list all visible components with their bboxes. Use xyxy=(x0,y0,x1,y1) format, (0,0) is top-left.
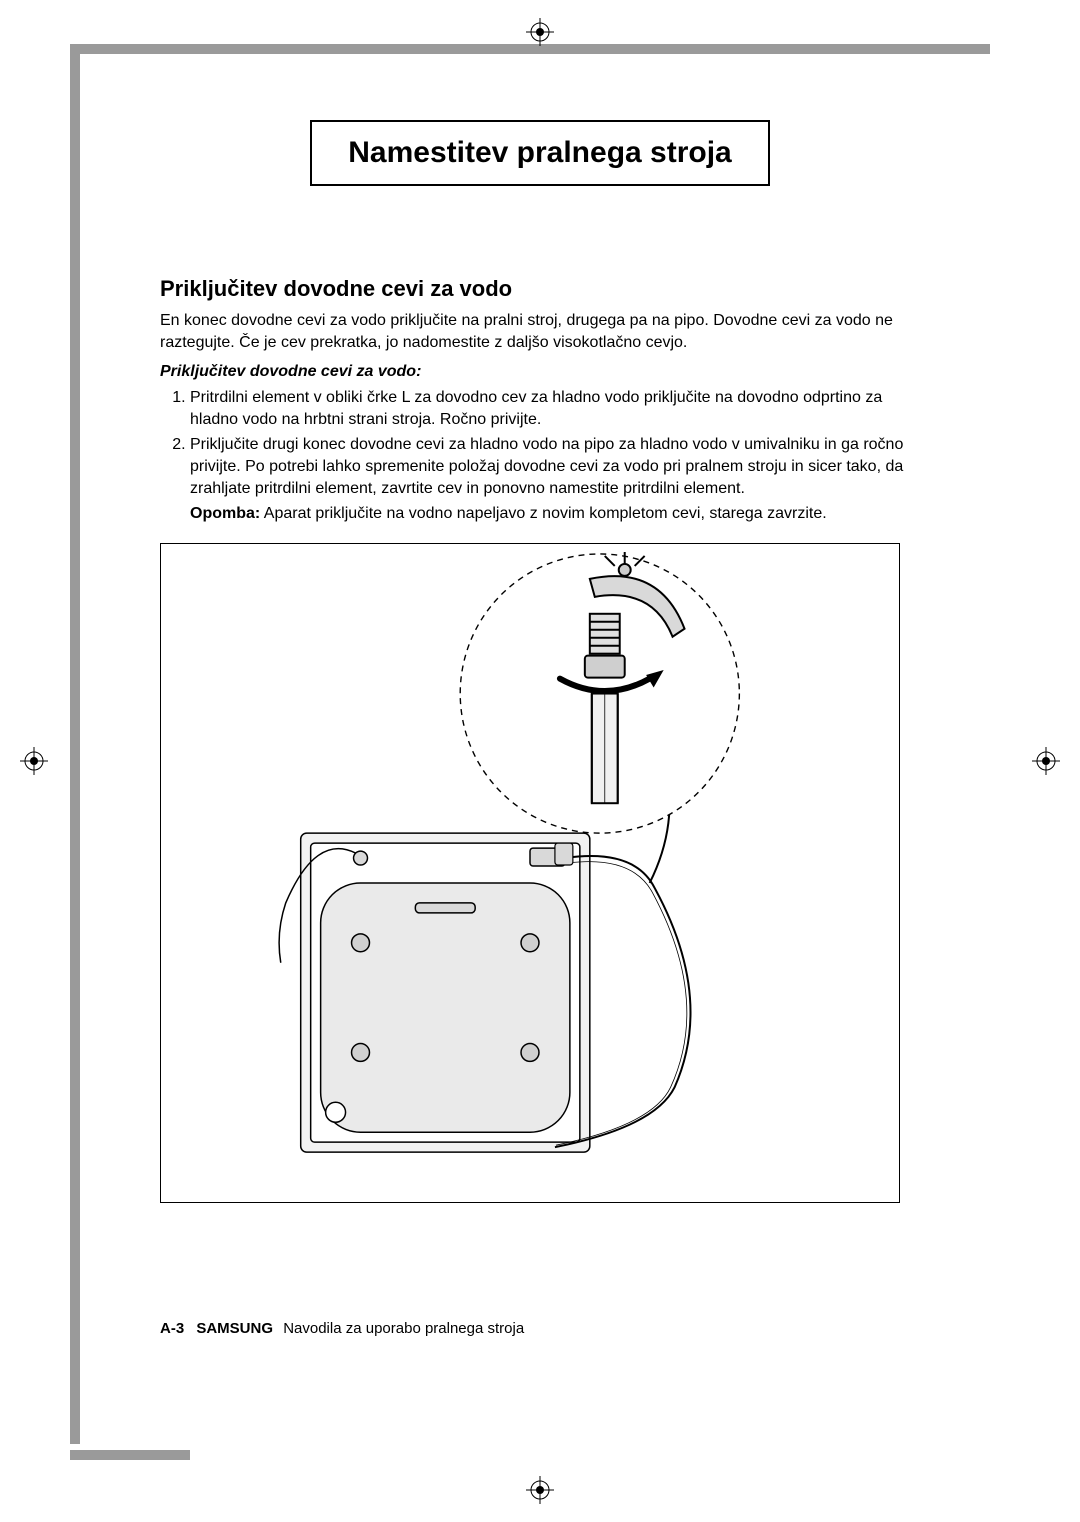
note-text: Aparat priključite na vodno napeljavo z … xyxy=(264,505,827,522)
subheading: Priključitev dovodne cevi za vodo: xyxy=(160,363,920,381)
footer-doc-title: Navodila za uporabo pralnega stroja xyxy=(283,1320,524,1337)
step-list: Pritrdilni element v obliki črke L za do… xyxy=(190,387,920,499)
page-number: A-3 xyxy=(160,1320,184,1337)
note: Opomba: Aparat priključite na vodno nape… xyxy=(190,503,920,525)
step-item: Priključite drugi konec dovodne cevi za … xyxy=(190,434,920,499)
brand-name: SAMSUNG xyxy=(196,1320,273,1337)
registration-mark-icon xyxy=(526,1476,554,1504)
step-item: Pritrdilni element v obliki črke L za do… xyxy=(190,387,920,430)
registration-mark-icon xyxy=(526,18,554,46)
frame-edge xyxy=(70,1450,190,1460)
note-label: Opomba: xyxy=(190,505,260,522)
section-heading: Priključitev dovodne cevi za vodo xyxy=(160,276,920,302)
figure-hose-connection xyxy=(160,543,900,1203)
step-text: Pritrdilni element v obliki črke L za do… xyxy=(190,389,882,428)
frame-edge xyxy=(70,44,80,1444)
registration-mark-icon xyxy=(1032,747,1060,775)
page-content: Namestitev pralnega stroja Priključitev … xyxy=(160,120,920,1203)
step-text: Priključite drugi konec dovodne cevi za … xyxy=(190,436,903,496)
registration-mark-icon xyxy=(20,747,48,775)
page-title: Namestitev pralnega stroja xyxy=(310,120,769,186)
manual-page: Namestitev pralnega stroja Priključitev … xyxy=(0,0,1080,1522)
intro-paragraph: En konec dovodne cevi za vodo priključit… xyxy=(160,310,920,353)
page-footer: A-3 SAMSUNG Navodila za uporabo pralnega… xyxy=(160,1320,524,1337)
